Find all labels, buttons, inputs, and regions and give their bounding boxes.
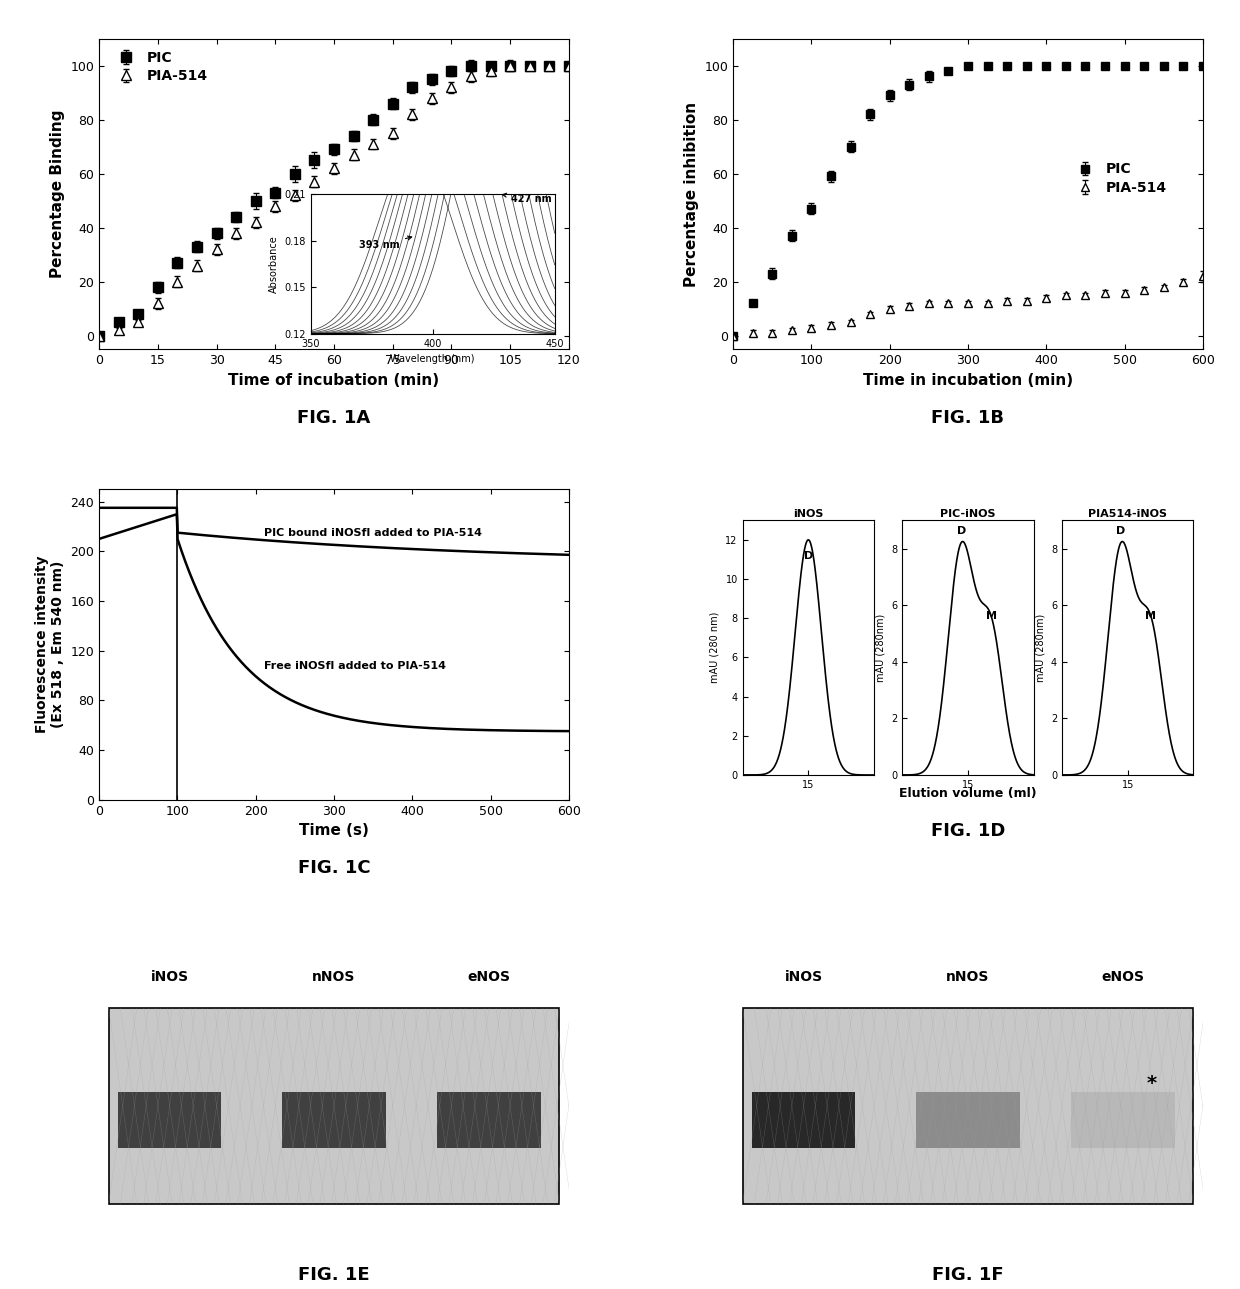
Y-axis label: Percentage Binding: Percentage Binding xyxy=(50,110,64,278)
Text: FIG. 1E: FIG. 1E xyxy=(298,1266,370,1284)
Bar xyxy=(1071,1092,1174,1147)
Text: eNOS: eNOS xyxy=(467,969,511,984)
Legend: PIC, PIA-514: PIC, PIA-514 xyxy=(1065,157,1172,200)
Bar xyxy=(438,1092,541,1147)
Bar xyxy=(751,1092,856,1147)
Y-axis label: Percentage inhibition: Percentage inhibition xyxy=(684,102,699,286)
X-axis label: Time (s): Time (s) xyxy=(299,824,370,838)
Text: eNOS: eNOS xyxy=(1101,969,1145,984)
Text: FIG. 1F: FIG. 1F xyxy=(932,1266,1004,1284)
Bar xyxy=(916,1092,1019,1147)
Legend: PIC, PIA-514: PIC, PIA-514 xyxy=(107,45,213,89)
Y-axis label: Fluorescence intensity
(Ex 518 , Em 540 nm): Fluorescence intensity (Ex 518 , Em 540 … xyxy=(35,556,64,733)
Text: FIG. 1C: FIG. 1C xyxy=(298,860,371,878)
Text: Elution volume (ml): Elution volume (ml) xyxy=(899,786,1037,800)
Text: iNOS: iNOS xyxy=(150,969,188,984)
Bar xyxy=(283,1092,386,1147)
Text: FIG. 1A: FIG. 1A xyxy=(298,409,371,427)
Text: FIG. 1B: FIG. 1B xyxy=(931,409,1004,427)
Text: iNOS: iNOS xyxy=(785,969,822,984)
Text: Free iNOSfl added to PIA-514: Free iNOSfl added to PIA-514 xyxy=(264,661,445,672)
X-axis label: Time of incubation (min): Time of incubation (min) xyxy=(228,373,439,388)
Text: *: * xyxy=(1147,1074,1157,1093)
Text: nNOS: nNOS xyxy=(946,969,990,984)
X-axis label: Time in incubation (min): Time in incubation (min) xyxy=(863,373,1073,388)
Bar xyxy=(109,1008,559,1204)
Text: PIC bound iNOSfl added to PIA-514: PIC bound iNOSfl added to PIA-514 xyxy=(264,527,481,538)
Bar xyxy=(118,1092,221,1147)
Bar xyxy=(743,1008,1193,1204)
Text: nNOS: nNOS xyxy=(312,969,356,984)
Text: FIG. 1D: FIG. 1D xyxy=(931,822,1006,840)
